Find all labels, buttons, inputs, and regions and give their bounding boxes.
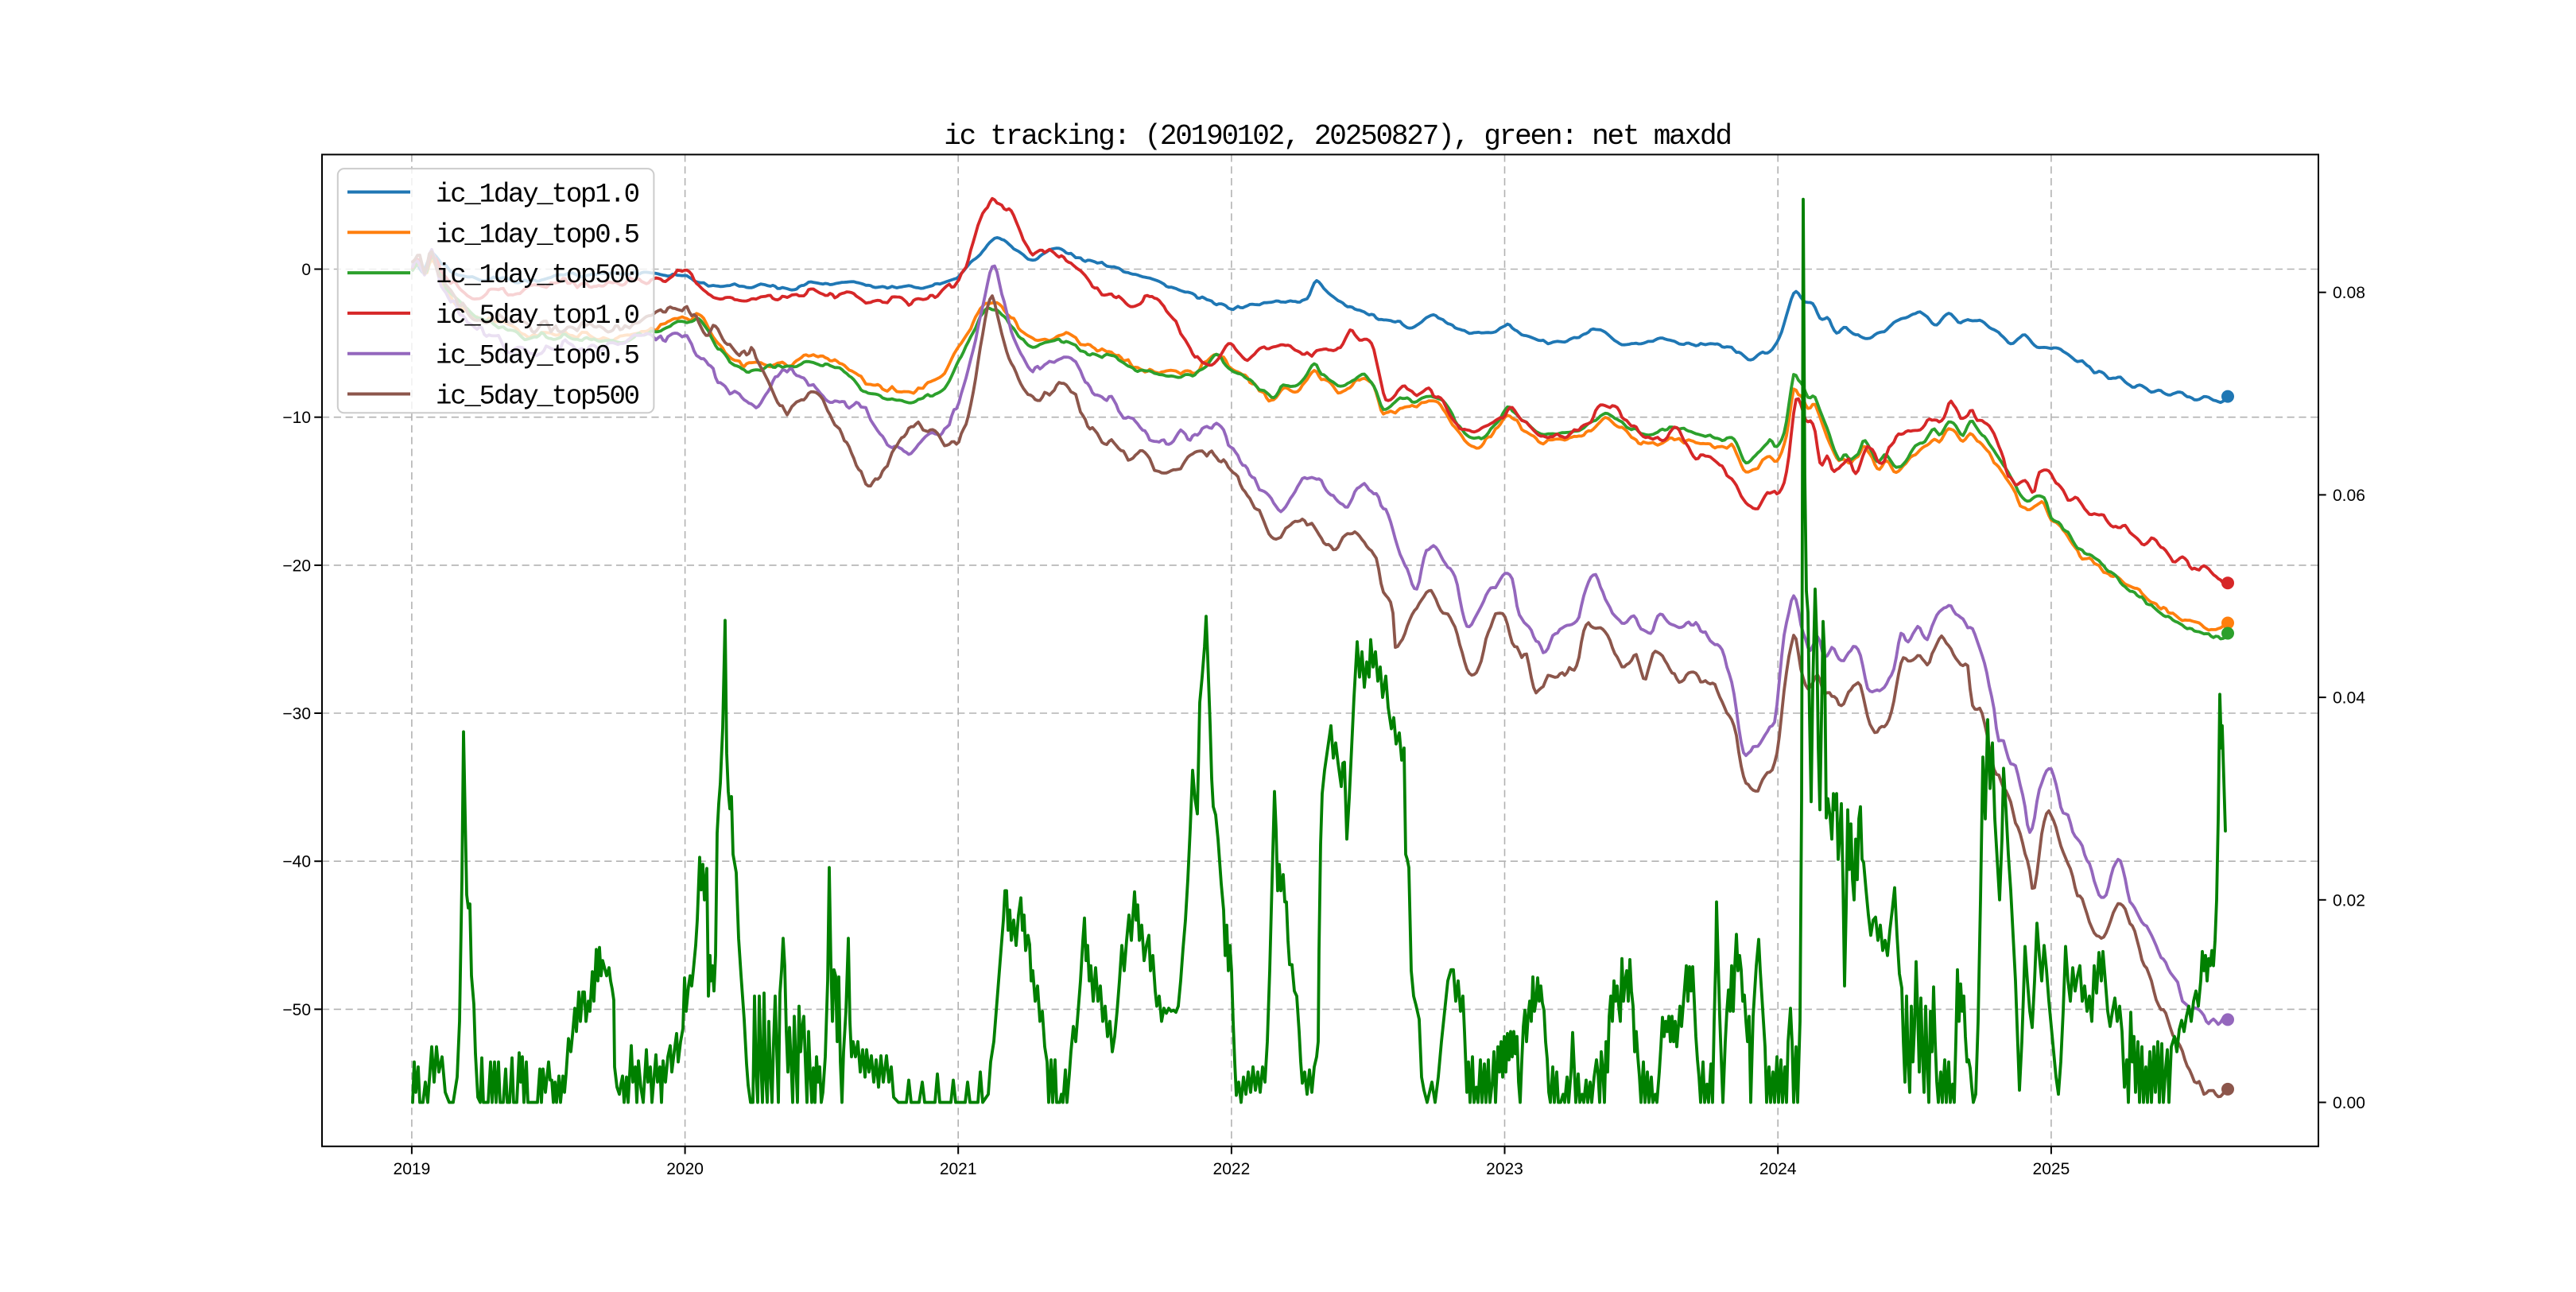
svg-text:−30: −30 [282,705,311,724]
svg-text:ic_1day_top500: ic_1day_top500 [436,261,639,291]
svg-text:2021: 2021 [940,1160,977,1178]
svg-text:2025: 2025 [2033,1160,2070,1178]
svg-text:−10: −10 [282,409,311,427]
svg-text:2019: 2019 [394,1160,431,1178]
svg-text:0.08: 0.08 [2333,284,2365,302]
svg-text:ic_5day_top1.0: ic_5day_top1.0 [436,301,639,332]
svg-text:ic_1day_top1.0: ic_1day_top1.0 [436,180,639,211]
svg-text:0: 0 [301,261,311,279]
svg-text:−50: −50 [282,1001,311,1019]
svg-text:0.06: 0.06 [2333,487,2365,505]
svg-text:0.04: 0.04 [2333,689,2365,708]
svg-text:ic_5day_top0.5: ic_5day_top0.5 [436,342,639,372]
svg-text:2022: 2022 [1213,1160,1251,1178]
svg-text:ic_1day_top0.5: ic_1day_top0.5 [436,220,639,250]
svg-text:ic_5day_top500: ic_5day_top500 [436,382,639,413]
svg-text:0.00: 0.00 [2333,1094,2365,1112]
svg-text:−40: −40 [282,853,311,871]
svg-text:ic tracking: (20190102, 202508: ic tracking: (20190102, 20250827), green… [944,120,1731,153]
svg-text:0.02: 0.02 [2333,891,2365,910]
svg-text:2024: 2024 [1759,1160,1797,1178]
svg-text:2020: 2020 [666,1160,704,1178]
svg-text:2023: 2023 [1486,1160,1523,1178]
svg-text:−20: −20 [282,557,311,575]
